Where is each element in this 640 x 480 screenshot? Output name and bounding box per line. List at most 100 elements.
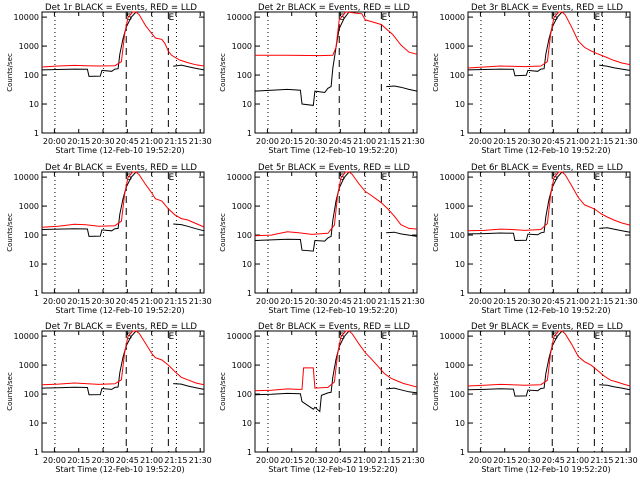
panel-1-annotation-e: E [169, 13, 175, 23]
panel-7-series-events-1 [41, 330, 137, 396]
panel-4-xtick-label-3: 20:30 [91, 297, 114, 306]
panel-5-frame [254, 171, 418, 294]
panel-4-ytick-label-2: 10 [29, 260, 39, 269]
panel-8-series-events-1 [254, 330, 350, 413]
panel-2-xtick-label-5: 21:00 [353, 137, 376, 146]
panel-9-xtick-label-5: 21:00 [566, 456, 589, 465]
panel-2-xtick-label-3: 20:30 [304, 137, 327, 146]
panel-9-ytick-label-2: 10 [455, 419, 465, 428]
panel-2-xlabel: Start Time (12-Feb-10 19:52:20) [268, 146, 397, 155]
panel-7-ytick-label-3: 100 [24, 390, 39, 399]
panel-7-xtick-label-1: 20:00 [43, 456, 66, 465]
panel-5-ytick-label-1: 1 [247, 289, 252, 298]
panel-3-frame [467, 11, 631, 134]
panel-3-ytick-label-2: 10 [455, 100, 465, 109]
panel-5-annotation-e: E [382, 173, 388, 183]
panel-6-title: Det 6r BLACK = Events, RED = LLD [471, 163, 623, 173]
panel-4-title: Det 4r BLACK = Events, RED = LLD [45, 163, 197, 173]
panel-4-xtick-label-4: 20:45 [116, 297, 139, 306]
panel-7-frame [41, 330, 205, 453]
panel-2-ytick-label-2: 10 [242, 100, 252, 109]
panel-4-annotation-s: S [126, 173, 132, 183]
panel-6-xtick-label-6: 21:15 [590, 297, 613, 306]
panel-7-xtick-label-3: 20:30 [91, 456, 114, 465]
panel-7-xtick-label-6: 21:15 [164, 456, 187, 465]
panel-4-frame [41, 171, 205, 294]
panel-6-xtick-label-7: 21:30 [615, 297, 638, 306]
panel-5-xtick-label-6: 21:15 [377, 297, 400, 306]
panel-5-ytick-label-5: 10000 [227, 173, 252, 182]
panel-8-xtick-label-1: 20:00 [256, 456, 279, 465]
panel-4-xlabel: Start Time (12-Feb-10 19:52:20) [55, 306, 184, 315]
panel-9-series-lld-2 [467, 330, 631, 387]
panel-7-ylabel: Counts/sec [6, 372, 14, 411]
panel-8-ylabel: Counts/sec [219, 372, 227, 411]
panel-4-xtick-label-7: 21:30 [189, 297, 212, 306]
panel-7-title: Det 7r BLACK = Events, RED = LLD [45, 322, 197, 332]
panel-7-xtick-label-5: 21:00 [140, 456, 163, 465]
panel-5-series-lld-2 [254, 171, 418, 237]
panel-1-xtick-label-1: 20:00 [43, 137, 66, 146]
panel-6-xlabel: Start Time (12-Feb-10 19:52:20) [481, 306, 610, 315]
panel-5-title: Det 5r BLACK = Events, RED = LLD [258, 163, 410, 173]
panel-5-ylabel: Counts/sec [219, 213, 227, 252]
panel-8-title: Det 8r BLACK = Events, RED = LLD [258, 322, 410, 332]
panel-8-ytick-label-1: 1 [247, 448, 252, 457]
panel-4-series-events-3 [173, 223, 205, 232]
panel-4-annotation-e: E [169, 173, 175, 183]
panel-6-ytick-label-4: 1000 [445, 202, 465, 211]
panel-1-ytick-label-4: 1000 [19, 42, 39, 51]
panel-9-ytick-label-5: 10000 [440, 332, 465, 341]
panel-1-frame [41, 11, 205, 134]
panel-7-xtick-label-7: 21:30 [189, 456, 212, 465]
panel-8-frame [254, 330, 418, 453]
panel-6-annotation-e: E [595, 173, 601, 183]
panel-3-ytick-label-3: 100 [450, 71, 465, 80]
panel-5-xtick-label-4: 20:45 [329, 297, 352, 306]
panel-3-ytick-label-5: 10000 [440, 13, 465, 22]
panel-8-xtick-label-6: 21:15 [377, 456, 400, 465]
panel-1-xlabel: Start Time (12-Feb-10 19:52:20) [55, 146, 184, 155]
panel-9-ytick-label-4: 1000 [445, 361, 465, 370]
panel-1-ytick-label-2: 10 [29, 100, 39, 109]
panel-5-xtick-label-1: 20:00 [256, 297, 279, 306]
panel-8-ytick-label-2: 10 [242, 419, 252, 428]
panel-6-xtick-label-2: 20:15 [493, 297, 516, 306]
panel-2-annotation-e: E [382, 13, 388, 23]
panel-4-ytick-label-3: 100 [24, 231, 39, 240]
panel-7-series-events-3 [173, 383, 205, 390]
panel-5-annotation-s: S [339, 173, 345, 183]
panel-8-series-lld-2 [254, 330, 418, 392]
panel-5-xtick-label-3: 20:30 [304, 297, 327, 306]
panel-1-series-events-3 [173, 64, 205, 71]
panel-2-ytick-label-3: 100 [237, 71, 252, 80]
panel-8-xtick-label-3: 20:30 [304, 456, 327, 465]
panel-8-annotation-e: E [382, 332, 388, 342]
panel-3-ytick-label-1: 1 [460, 129, 465, 138]
panel-3-annotation-s: S [552, 13, 558, 23]
panel-5-ytick-label-2: 10 [242, 260, 252, 269]
panel-6-frame [467, 171, 631, 294]
panel-1-xtick-label-7: 21:30 [189, 137, 212, 146]
panel-2-xtick-label-2: 20:15 [280, 137, 303, 146]
panel-6-xtick-label-1: 20:00 [469, 297, 492, 306]
panel-4-series-lld-2 [41, 171, 205, 228]
panel-7-ytick-label-1: 1 [34, 448, 39, 457]
panel-2-ytick-label-5: 10000 [227, 13, 252, 22]
panel-8-series-events-3 [386, 387, 418, 394]
panel-1-xtick-label-4: 20:45 [116, 137, 139, 146]
panel-1-series-events-1 [41, 11, 137, 77]
panel-7-xtick-label-4: 20:45 [116, 456, 139, 465]
panel-4-ylabel: Counts/sec [6, 213, 14, 252]
panel-9-ytick-label-1: 1 [460, 448, 465, 457]
panel-5-xtick-label-7: 21:30 [402, 297, 425, 306]
panel-2-frame [254, 11, 418, 134]
panel-5-ytick-label-4: 1000 [232, 202, 252, 211]
panel-9-annotation-e: E [595, 332, 601, 342]
panel-6-series-lld-2 [467, 171, 631, 232]
panel-8-ytick-label-4: 1000 [232, 361, 252, 370]
panel-7-series-lld-2 [41, 330, 205, 386]
panel-5-ytick-label-3: 100 [237, 231, 252, 240]
panel-6-series-events-3 [599, 227, 631, 233]
